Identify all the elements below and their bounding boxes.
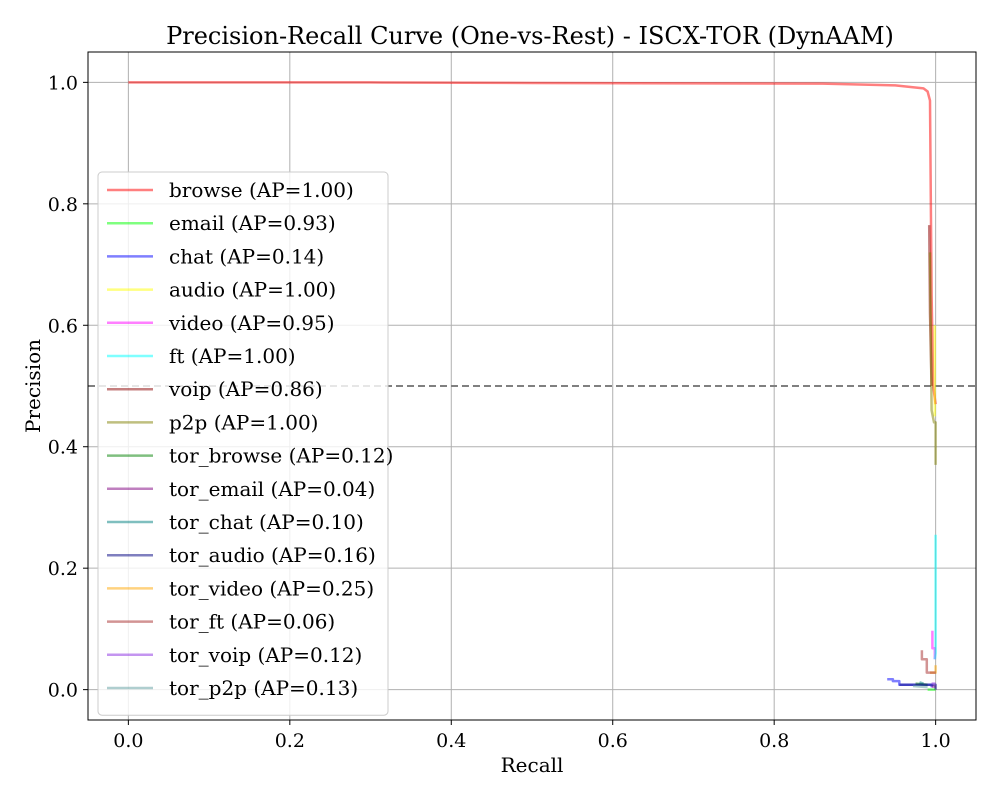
legend-label: email (AP=0.93)	[169, 211, 336, 235]
legend-label: tor_email (AP=0.04)	[169, 477, 375, 501]
series-line	[128, 81, 937, 405]
series-line	[928, 252, 937, 465]
series-line	[920, 650, 936, 674]
legend-box	[97, 171, 389, 716]
legend-label: voip (AP=0.86)	[168, 377, 323, 401]
legend-label: tor_video (AP=0.25)	[169, 576, 374, 600]
legend-label: tor_browse (AP=0.12)	[169, 444, 393, 468]
legend-label: video (AP=0.95)	[168, 311, 335, 335]
series-line	[919, 681, 924, 685]
y-tick-label: 0.8	[48, 194, 78, 216]
y-tick-label: 1.0	[48, 72, 78, 94]
legend: browse (AP=1.00) email (AP=0.93) chat (AP=…	[97, 171, 393, 716]
legend-label: tor_p2p (AP=0.13)	[169, 676, 358, 700]
chart-title: Precision-Recall Curve (One-vs-Rest) - I…	[166, 22, 894, 50]
legend-label: browse (AP=1.00)	[169, 178, 354, 202]
x-axis-label: Recall	[501, 753, 564, 777]
legend-label: tor_audio (AP=0.16)	[169, 543, 376, 567]
series-line	[912, 684, 928, 689]
legend-label: ft (AP=1.00)	[169, 344, 296, 368]
x-tick-label: 0.0	[113, 730, 143, 752]
y-axis-label: Precision	[21, 339, 45, 433]
legend-label: audio (AP=1.00)	[169, 278, 336, 302]
y-tick-label: 0.4	[48, 437, 78, 459]
x-tick-label: 0.6	[598, 730, 628, 752]
y-tick-label: 0.2	[48, 558, 78, 580]
series-line	[933, 534, 937, 660]
series-lines	[128, 81, 937, 691]
legend-label: tor_voip (AP=0.12)	[169, 643, 362, 667]
x-tick-label: 0.4	[436, 730, 466, 752]
legend-label: tor_ft (AP=0.06)	[169, 610, 335, 634]
x-tick-label: 0.8	[759, 730, 789, 752]
plot-frame	[87, 51, 977, 721]
ticks: 0.0 0.2 0.4 0.6 0.8 1.0 0.0 0.2 0.4 0.6 0.8 1.0	[48, 72, 951, 752]
y-tick-label: 0.6	[48, 315, 78, 337]
y-tick-label: 0.0	[48, 680, 78, 702]
legend-label: tor_chat (AP=0.10)	[169, 510, 364, 534]
x-tick-label: 0.2	[275, 730, 305, 752]
legend-label: chat (AP=0.14)	[169, 244, 324, 268]
x-tick-label: 1.0	[921, 730, 951, 752]
legend-label: p2p (AP=1.00)	[169, 410, 318, 434]
